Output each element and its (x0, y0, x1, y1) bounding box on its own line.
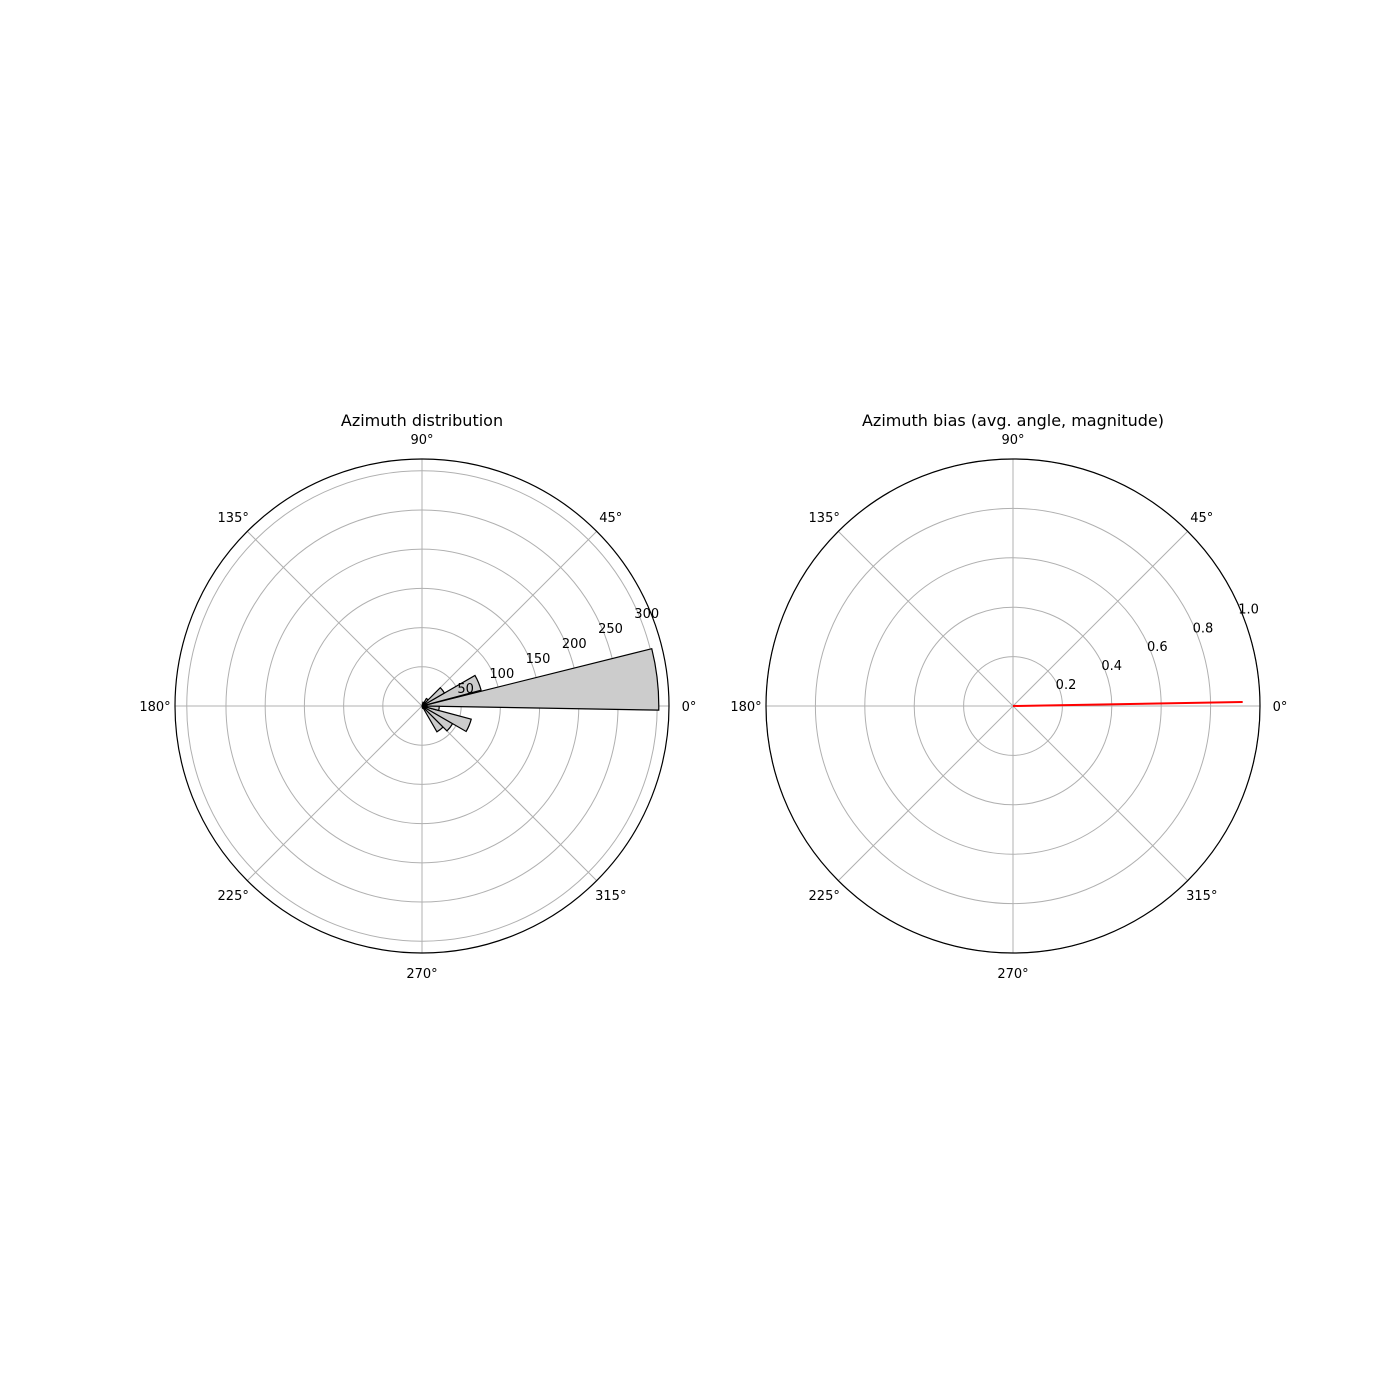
angle-tick-label: 135° (809, 511, 840, 526)
angle-tick-label: 270° (406, 967, 437, 982)
angular-gridline (247, 706, 422, 881)
bias-vector-line (1013, 702, 1243, 706)
angle-tick-label: 315° (1186, 889, 1217, 904)
radial-tick-label: 200 (562, 637, 587, 652)
angle-tick-label: 45° (1190, 511, 1213, 526)
radial-tick-label: 1.0 (1238, 602, 1259, 617)
angle-tick-label: 225° (218, 889, 249, 904)
radial-tick-label: 300 (634, 607, 659, 622)
angle-tick-label: 0° (1273, 700, 1288, 715)
angle-tick-label: 270° (997, 967, 1028, 982)
angle-tick-labels: 0° 45° 90° 135° 180° 225° 270° 315° (730, 433, 1287, 982)
angular-gridline (247, 531, 422, 706)
angle-tick-label: 135° (218, 511, 249, 526)
azimuth-bias-chart: Azimuth bias (avg. angle, magnitude) 0° 4… (730, 411, 1287, 982)
radial-tick-label: 100 (489, 667, 514, 682)
angle-tick-label: 225° (809, 889, 840, 904)
angle-tick-label: 90° (1001, 433, 1024, 448)
angular-gridline (838, 706, 1013, 881)
chart-title: Azimuth bias (avg. angle, magnitude) (862, 411, 1164, 430)
bias-marks (1013, 702, 1243, 706)
azimuth-distribution-chart: Azimuth distribution 0° 45° 90° 135° 180° 225… (139, 411, 696, 982)
radial-tick-label: 0.4 (1101, 659, 1122, 674)
angle-tick-label: 315° (595, 889, 626, 904)
radial-tick-label: 0.8 (1193, 621, 1214, 636)
angle-tick-label: 180° (730, 700, 761, 715)
radial-tick-label: 0.2 (1056, 678, 1077, 693)
angle-tick-label: 90° (410, 433, 433, 448)
angle-tick-label: 180° (139, 700, 170, 715)
angle-tick-label: 45° (599, 511, 622, 526)
angle-tick-label: 0° (682, 700, 697, 715)
radial-tick-label: 250 (598, 622, 623, 637)
angular-gridline (1013, 706, 1188, 881)
radial-tick-labels: 0.2 0.4 0.6 0.8 1.0 (1056, 602, 1259, 693)
radial-tick-label: 0.6 (1147, 640, 1168, 655)
angular-gridline (422, 706, 597, 881)
angular-gridline (838, 531, 1013, 706)
radial-tick-label: 50 (457, 682, 474, 697)
chart-title: Azimuth distribution (341, 411, 503, 430)
angular-gridline (1013, 531, 1188, 706)
radial-tick-label: 150 (526, 652, 551, 667)
